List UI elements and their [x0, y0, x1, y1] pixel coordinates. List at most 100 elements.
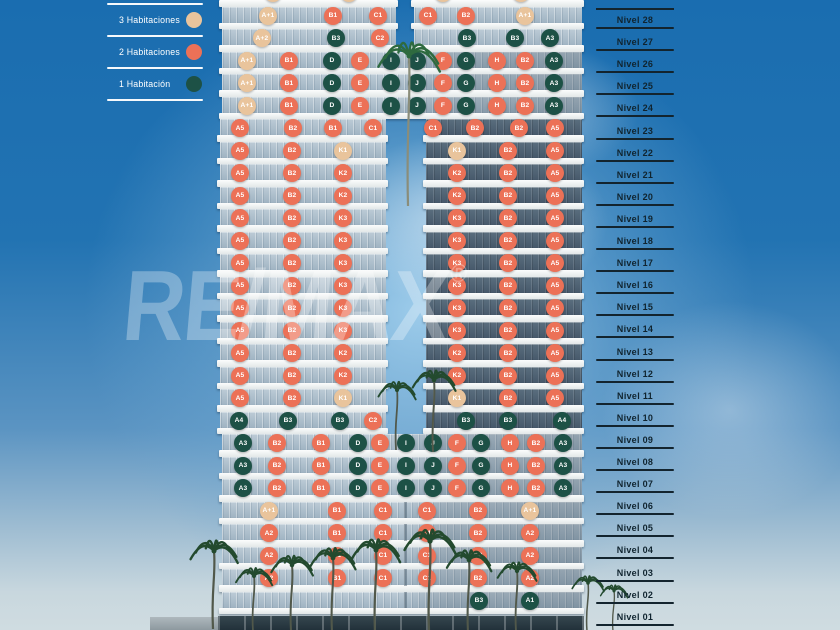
- tower-seam: [404, 524, 407, 541]
- unit-badge: G: [472, 434, 490, 453]
- unit-badge: E: [371, 456, 389, 475]
- unit-badge: B2: [283, 366, 301, 385]
- unit-badge: B2: [469, 569, 487, 588]
- level-divider: [596, 446, 674, 449]
- floor-slab: [219, 585, 584, 592]
- level-divider: [596, 137, 674, 140]
- floor-slab: [217, 225, 388, 232]
- unit-badge: B2: [283, 344, 301, 363]
- level-label-text: Nivel 16: [616, 280, 654, 291]
- legend: 3 Habitaciones 2 Habitaciones 1 Habitación: [107, 3, 203, 101]
- unit-badge: F: [448, 434, 466, 453]
- unit-badge: I: [382, 51, 400, 70]
- unit-badge: A2: [521, 524, 539, 543]
- unit-badge: K2: [334, 344, 352, 363]
- level-divider: [596, 314, 674, 317]
- floor-row: B3 A1: [218, 591, 584, 615]
- level-divider: [596, 115, 674, 118]
- floor-slab: [217, 405, 388, 412]
- floor-slab: [219, 90, 584, 97]
- level-label: Nivel 16: [596, 280, 674, 295]
- unit-badge: A+1: [238, 96, 256, 115]
- level-label: Nivel 19: [596, 214, 674, 228]
- unit-badge: A5: [231, 231, 249, 250]
- unit-badge: F: [434, 96, 452, 115]
- level-label-text: Nivel 03: [616, 567, 654, 578]
- unit-badge: F: [448, 456, 466, 475]
- unit-badge: B2: [499, 231, 517, 250]
- unit-badge: B3: [327, 29, 345, 48]
- unit-badge: C1: [374, 524, 392, 543]
- level-label: Nivel 28: [596, 15, 674, 29]
- level-divider: [596, 513, 674, 516]
- level-divider: [596, 225, 674, 228]
- unit-badge: D: [323, 74, 341, 93]
- unit-badge: B2: [499, 321, 517, 340]
- unit-badge: A5: [546, 366, 564, 385]
- level-divider: [596, 93, 674, 96]
- tower-segment: [222, 29, 396, 46]
- level-divider: [596, 601, 674, 604]
- unit-badge: JR3: [434, 0, 452, 3]
- unit-badge: H: [488, 96, 506, 115]
- unit-badge: A5: [231, 276, 249, 295]
- level-divider: [596, 292, 674, 295]
- unit-badge: B2: [283, 321, 301, 340]
- level-label-text: Nivel 13: [616, 346, 654, 357]
- floor-row: A+1 B1 C1 C1 B2 A+1: [218, 6, 584, 30]
- floor-slab: [219, 450, 584, 457]
- unit-badge: A5: [231, 164, 249, 183]
- unit-badge: F: [448, 479, 466, 498]
- level-divider: [596, 336, 674, 339]
- floor-slab: [219, 22, 398, 30]
- level-label: Nivel 12: [596, 369, 674, 383]
- floor-row: A4 B3 B3 C2 B3 B3 A4: [217, 411, 584, 435]
- level-divider: [596, 181, 674, 184]
- level-label: Nivel 07: [596, 479, 674, 494]
- unit-badge: JR1: [264, 0, 282, 3]
- level-label-text: Nivel 11: [617, 390, 653, 401]
- floor-slab: [219, 607, 584, 615]
- unit-badge: K2: [448, 186, 466, 205]
- unit-badge: K2: [448, 344, 466, 363]
- level-label: Nivel 26: [596, 59, 674, 74]
- tower-seam: [404, 569, 407, 586]
- level-label-text: Nivel 10: [616, 412, 654, 423]
- unit-badge: E: [351, 74, 369, 93]
- unit-badge: H: [501, 456, 519, 475]
- unit-badge: B2: [527, 456, 545, 475]
- unit-badge: C2: [364, 411, 382, 430]
- ground-floor-glass: [218, 616, 584, 630]
- level-label: Nivel 03: [596, 568, 674, 582]
- unit-badge: C1: [374, 501, 392, 520]
- floor-slab: [423, 360, 584, 367]
- floor-slab: [217, 360, 388, 367]
- unit-badge: G: [457, 51, 475, 70]
- tower-seam: [404, 501, 407, 519]
- unit-badge: D: [323, 96, 341, 115]
- unit-badge: K2: [334, 186, 352, 205]
- level-divider: [596, 248, 674, 250]
- floor-slab: [217, 202, 388, 210]
- unit-badge: I: [382, 96, 400, 115]
- level-divider: [596, 424, 674, 427]
- level-label: Nivel 01: [596, 612, 674, 626]
- floor-row: A3 B2 B1 D E I J F G H B2 A3: [218, 479, 584, 502]
- floor-slab: [423, 315, 584, 322]
- level-label: Nivel 27: [596, 37, 674, 52]
- unit-badge: B1: [280, 51, 298, 70]
- unit-badge: D: [349, 479, 367, 498]
- level-label: Nivel 18: [596, 236, 674, 250]
- unit-badge: A5: [546, 389, 564, 408]
- unit-badge: B2: [469, 501, 487, 520]
- unit-badge: A2: [260, 546, 278, 565]
- level-label-text: Nivel 18: [616, 236, 654, 246]
- level-label: Nivel 04: [596, 545, 674, 560]
- unit-badge: B2: [283, 276, 301, 295]
- floor-slab: [217, 135, 388, 142]
- unit-badge: A3: [554, 479, 572, 498]
- floor-slab: [219, 562, 584, 570]
- floor-slab: [217, 270, 388, 277]
- unit-badge: A5: [546, 231, 564, 250]
- unit-badge: JR4: [512, 0, 530, 3]
